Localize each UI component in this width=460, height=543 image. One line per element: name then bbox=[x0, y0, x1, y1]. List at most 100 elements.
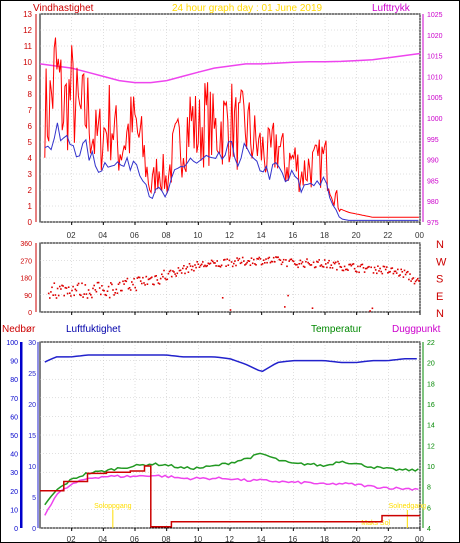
wind-direction-point bbox=[107, 285, 110, 288]
wind-direction-point bbox=[278, 258, 281, 261]
humidity-tick-label: 25 bbox=[28, 371, 36, 378]
pressure-tick-label: 980 bbox=[427, 199, 439, 206]
wind-direction-point bbox=[381, 272, 384, 275]
wind-direction-point bbox=[208, 263, 211, 265]
wind-direction-point bbox=[113, 294, 115, 296]
wind-direction-point bbox=[244, 264, 246, 266]
wind-direction-point bbox=[82, 296, 84, 298]
direction-tick-label: 90 bbox=[24, 293, 32, 300]
temp-panel-x-tick-label: 04 bbox=[98, 535, 107, 543]
wind-direction-point bbox=[154, 275, 156, 278]
pressure-tick-label: 990 bbox=[427, 158, 439, 165]
wind-direction-point bbox=[282, 258, 285, 261]
temp-panel-x-tick-label: 18 bbox=[320, 535, 329, 543]
wind-direction-point bbox=[169, 269, 172, 272]
wind-direction-point bbox=[382, 265, 385, 268]
wind-direction-point bbox=[225, 265, 227, 267]
wind-direction-point bbox=[296, 263, 298, 266]
temp-panel-x-tick-label: 08 bbox=[162, 535, 171, 543]
wind-direction-point bbox=[386, 266, 388, 268]
wind-direction-point bbox=[55, 297, 58, 299]
wind-direction-point bbox=[163, 269, 165, 272]
wind-direction-point bbox=[158, 283, 161, 285]
wind-direction-point bbox=[67, 286, 70, 288]
wind-direction-point bbox=[111, 283, 113, 286]
wind-direction-point bbox=[159, 277, 162, 280]
wind-speed-tick-label: 10 bbox=[23, 58, 32, 67]
wind-direction-point bbox=[56, 287, 59, 290]
wind-direction-point bbox=[331, 267, 334, 269]
wind-direction-point bbox=[417, 277, 419, 280]
wind-direction-point bbox=[332, 261, 335, 264]
wind-direction-point bbox=[138, 276, 141, 279]
wind-direction-point bbox=[373, 266, 376, 269]
wind-direction-point bbox=[294, 263, 296, 265]
wind-direction-point bbox=[180, 272, 183, 274]
wind-direction-point bbox=[395, 272, 398, 274]
wind-direction-point bbox=[184, 272, 186, 275]
wind-direction-point bbox=[120, 289, 122, 292]
wind-direction-point bbox=[178, 269, 181, 272]
wind-direction-point bbox=[362, 267, 365, 269]
wind-direction-point bbox=[274, 261, 276, 263]
wind-direction-point bbox=[374, 269, 377, 271]
rain-axis-label: Nedbør bbox=[2, 324, 36, 335]
wind-direction-point bbox=[363, 271, 366, 273]
wind-direction-point bbox=[129, 289, 132, 291]
wind-direction-point bbox=[61, 284, 63, 287]
wind-direction-point bbox=[279, 259, 282, 261]
wind-direction-point bbox=[297, 266, 299, 269]
wind-direction-point bbox=[103, 289, 105, 292]
wind-direction-point bbox=[254, 263, 256, 265]
wind-direction-point bbox=[156, 279, 159, 281]
wind-direction-point bbox=[300, 262, 303, 265]
wind-direction-point bbox=[218, 265, 221, 267]
wind-direction-point bbox=[336, 268, 338, 271]
pressure-tick-label: 985 bbox=[427, 178, 439, 185]
wind-direction-point bbox=[168, 270, 171, 273]
pressure-tick-label: 1005 bbox=[427, 95, 443, 102]
wind-panel-x-tick-label: 18 bbox=[320, 231, 329, 240]
wind-direction-point bbox=[86, 297, 89, 299]
wind-direction-point bbox=[408, 278, 410, 281]
wind-direction-point bbox=[351, 263, 354, 266]
wind-speed-tick-label: 4 bbox=[28, 154, 33, 163]
wind-direction-point bbox=[388, 271, 390, 273]
wind-direction-point bbox=[210, 259, 213, 262]
wind-direction-point bbox=[298, 263, 300, 265]
wind-direction-point bbox=[161, 273, 163, 276]
wind-direction-point bbox=[216, 260, 218, 262]
wind-direction-point bbox=[179, 269, 182, 272]
wind-direction-point bbox=[182, 267, 184, 270]
wind-direction-point bbox=[364, 267, 367, 270]
wind-direction-point bbox=[108, 296, 111, 299]
wind-speed-tick-label: 9 bbox=[28, 74, 33, 83]
wind-direction-point bbox=[124, 280, 126, 282]
wind-direction-point bbox=[272, 256, 275, 259]
wind-direction-point bbox=[357, 265, 359, 268]
wind-direction-point bbox=[117, 283, 120, 285]
temperature-tick-label: 12 bbox=[427, 443, 435, 450]
wind-panel-x-tick-label: 12 bbox=[225, 231, 234, 240]
wind-direction-point bbox=[166, 278, 169, 281]
pressure-label: Lufttrykk bbox=[372, 3, 411, 14]
temperature-tick-label: 18 bbox=[427, 381, 435, 388]
wind-direction-point bbox=[205, 265, 207, 268]
wind-direction-point bbox=[333, 262, 336, 265]
wind-panel-x-tick-label: 22 bbox=[383, 231, 392, 240]
wind-speed-tick-label: 3 bbox=[28, 170, 33, 179]
wind-direction-point bbox=[215, 265, 217, 267]
wind-direction-point bbox=[339, 265, 341, 268]
wind-direction-point bbox=[79, 293, 81, 296]
wind-average-line bbox=[44, 122, 419, 221]
wind-direction-point bbox=[125, 280, 128, 283]
wind-direction-point bbox=[369, 310, 371, 312]
wind-direction-point bbox=[335, 261, 337, 264]
wind-direction-point bbox=[237, 259, 239, 262]
compass-label: W bbox=[436, 256, 447, 268]
wind-direction-point bbox=[380, 270, 382, 273]
wind-direction-point bbox=[77, 282, 80, 285]
rain-tick-label: 90 bbox=[10, 359, 18, 366]
wind-direction-point bbox=[290, 258, 293, 260]
wind-direction-point bbox=[305, 260, 307, 263]
